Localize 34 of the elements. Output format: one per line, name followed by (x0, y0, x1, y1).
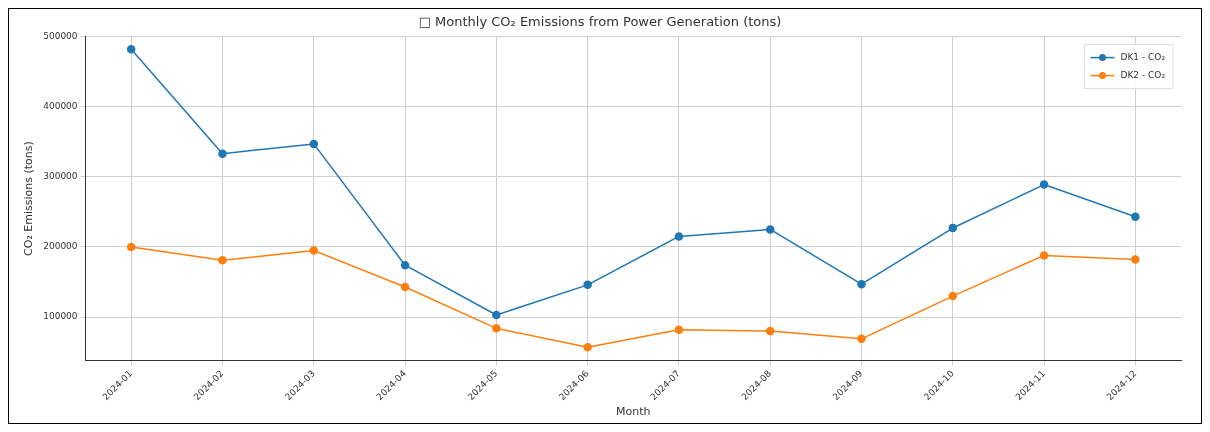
y-axis-title: CO₂ Emissions (tons) (22, 141, 36, 256)
point (857, 334, 866, 344)
point (126, 242, 136, 252)
chart-title: □ Monthly CO₂ Emissions from Power Generation (tons) (418, 14, 782, 30)
point (1039, 251, 1049, 260)
point (492, 310, 501, 320)
point (857, 279, 866, 289)
point (218, 256, 227, 265)
point (1131, 212, 1140, 222)
y-tick-label: 200000 (43, 241, 78, 252)
point (309, 139, 319, 149)
point (674, 325, 684, 334)
point (583, 343, 592, 352)
y-tick-label: 100000 (43, 311, 78, 322)
point (1039, 180, 1049, 189)
point (583, 280, 592, 290)
y-tick-label: 400000 (43, 101, 78, 112)
legend-label: DK1 - CO₂ (1120, 51, 1166, 62)
point (948, 291, 958, 301)
point (674, 232, 684, 241)
point (948, 223, 958, 233)
point (126, 44, 136, 54)
legend-label: DK2 - CO₂ (1120, 69, 1166, 80)
point (218, 149, 227, 158)
point (492, 324, 501, 333)
point (765, 225, 775, 234)
point (400, 260, 410, 270)
point (400, 282, 410, 292)
point (1131, 255, 1140, 264)
y-tick-label: 500000 (43, 30, 78, 41)
point (765, 326, 775, 336)
y-tick-label: 300000 (43, 171, 78, 182)
x-axis-title: Month (616, 405, 651, 419)
point (309, 246, 319, 255)
